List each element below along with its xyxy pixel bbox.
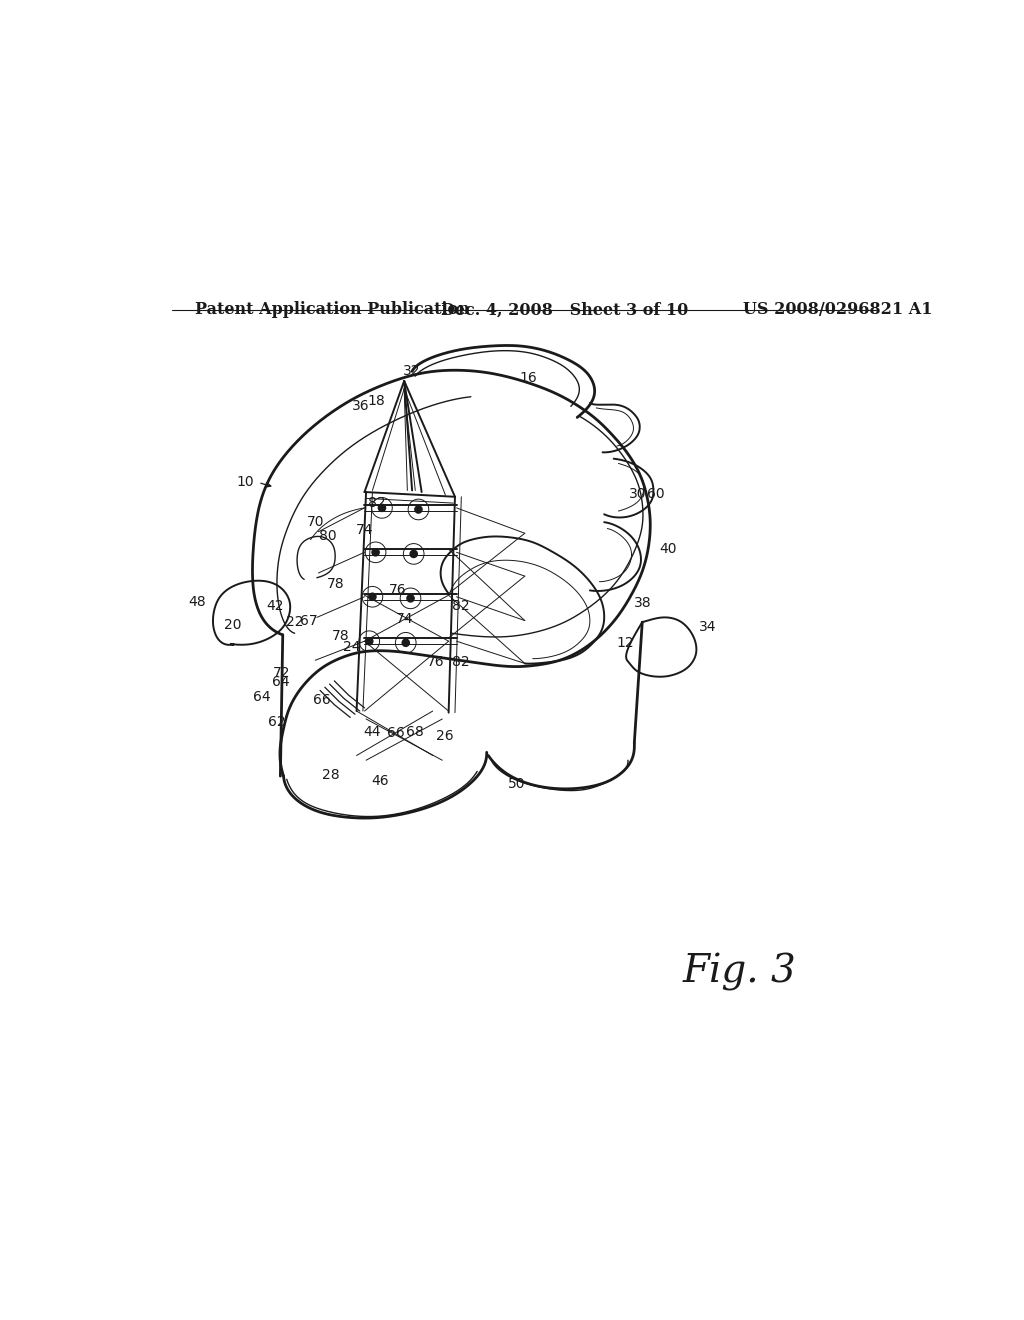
Circle shape [410, 550, 418, 557]
Text: 30: 30 [629, 487, 646, 500]
Text: 78: 78 [327, 577, 345, 591]
Text: 44: 44 [364, 725, 381, 739]
Text: 46: 46 [372, 774, 389, 788]
Text: 72: 72 [273, 667, 291, 680]
Circle shape [378, 504, 386, 511]
Text: 20: 20 [224, 618, 242, 631]
Text: Dec. 4, 2008   Sheet 3 of 10: Dec. 4, 2008 Sheet 3 of 10 [441, 301, 689, 318]
Text: 12: 12 [616, 636, 634, 649]
Text: 64: 64 [253, 690, 270, 704]
Text: 74: 74 [355, 523, 373, 537]
Text: 36: 36 [351, 399, 370, 413]
Text: 40: 40 [658, 543, 677, 556]
Circle shape [402, 639, 410, 647]
Text: 66: 66 [387, 726, 404, 741]
Text: 48: 48 [188, 594, 206, 609]
Circle shape [369, 593, 376, 601]
Text: 80: 80 [319, 529, 337, 544]
Text: 42: 42 [266, 599, 284, 614]
Circle shape [372, 549, 379, 556]
Text: 78: 78 [332, 630, 349, 643]
Circle shape [407, 595, 414, 602]
Text: 82: 82 [453, 599, 470, 614]
Circle shape [366, 638, 373, 644]
Text: 82: 82 [369, 496, 386, 510]
Text: 68: 68 [407, 725, 424, 739]
Text: 22: 22 [286, 615, 303, 630]
Text: 67: 67 [300, 614, 317, 627]
Circle shape [415, 506, 422, 513]
Text: 18: 18 [368, 393, 385, 408]
Text: 32: 32 [403, 363, 421, 378]
Text: 76: 76 [389, 583, 407, 598]
Text: 70: 70 [306, 515, 324, 529]
Text: 76: 76 [427, 655, 444, 669]
Text: 38: 38 [634, 597, 651, 610]
Text: 64: 64 [272, 676, 290, 689]
Text: 10: 10 [237, 475, 254, 490]
Text: 34: 34 [698, 620, 716, 634]
Text: 16: 16 [519, 371, 537, 384]
Text: Patent Application Publication: Patent Application Publication [196, 301, 470, 318]
Text: 74: 74 [395, 612, 413, 626]
Text: US 2008/0296821 A1: US 2008/0296821 A1 [743, 301, 933, 318]
Text: 60: 60 [647, 487, 665, 500]
Text: 24: 24 [343, 640, 360, 653]
Text: 82: 82 [453, 655, 470, 669]
Text: 26: 26 [436, 730, 454, 743]
Text: 28: 28 [322, 768, 339, 783]
Text: 62: 62 [268, 715, 286, 729]
Text: 50: 50 [508, 777, 525, 791]
Text: 66: 66 [312, 693, 331, 708]
Text: Fig. 3: Fig. 3 [682, 953, 796, 991]
